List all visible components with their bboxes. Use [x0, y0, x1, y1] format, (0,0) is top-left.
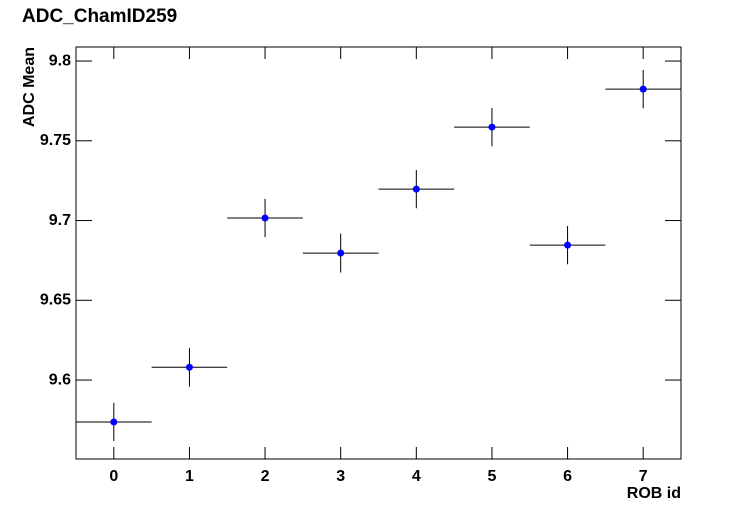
y-axis-label: ADC Mean — [21, 47, 38, 127]
y-tick-label: 9.8 — [49, 52, 71, 69]
point — [564, 241, 572, 249]
x-tick-label: 0 — [109, 468, 118, 485]
x-tick-label: 5 — [487, 468, 496, 485]
y-tick-label: 9.6 — [49, 371, 71, 388]
point — [412, 185, 420, 193]
plot-frame — [75, 46, 682, 460]
x-tick-label: 6 — [563, 468, 572, 485]
point — [639, 85, 647, 93]
point — [488, 123, 496, 131]
x-tick-label: 3 — [336, 468, 345, 485]
x-tick-label: 2 — [261, 468, 270, 485]
x-axis-label: ROB id — [627, 485, 681, 502]
y-tick-label: 9.75 — [40, 132, 71, 149]
x-tick-label: 4 — [412, 468, 421, 485]
chart-title: ADC_ChamID259 — [22, 6, 177, 27]
x-tick-label: 1 — [185, 468, 194, 485]
point — [261, 214, 269, 222]
point — [337, 249, 345, 257]
x-tick-label: 7 — [639, 468, 648, 485]
y-tick-label: 9.7 — [49, 212, 71, 229]
point — [110, 418, 118, 426]
point — [185, 363, 193, 371]
y-tick-label: 9.65 — [40, 292, 71, 309]
